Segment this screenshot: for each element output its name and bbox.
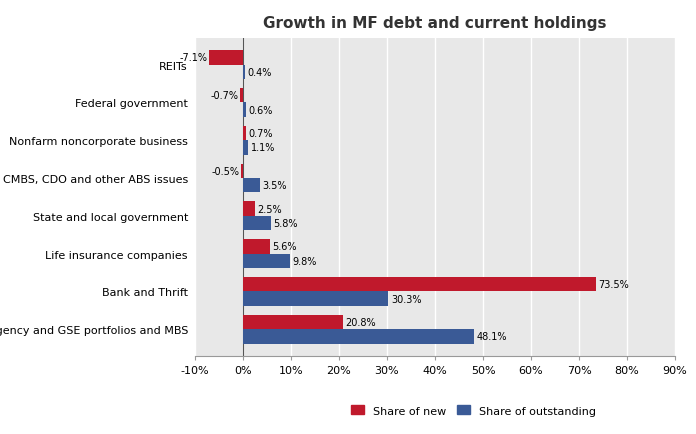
Bar [209,51,243,66]
Bar [243,103,246,118]
Bar [243,66,245,80]
Text: -0.7%: -0.7% [210,91,238,101]
Text: 2.5%: 2.5% [258,204,282,214]
Bar [243,179,260,193]
Text: 5.8%: 5.8% [273,218,298,228]
Bar [243,277,596,292]
Text: 48.1%: 48.1% [476,332,507,342]
Text: 3.5%: 3.5% [262,181,287,191]
Text: -7.1%: -7.1% [180,53,207,63]
Bar [241,164,243,179]
Bar [239,89,243,103]
Text: -0.5%: -0.5% [211,167,239,177]
Text: 5.6%: 5.6% [272,242,296,252]
Text: 20.8%: 20.8% [345,317,376,327]
Text: 9.8%: 9.8% [292,256,317,266]
Bar [243,329,474,344]
Bar [243,127,246,141]
Text: 0.7%: 0.7% [248,129,273,139]
Title: Growth in MF debt and current holdings: Growth in MF debt and current holdings [263,16,607,31]
Text: 0.6%: 0.6% [248,105,273,115]
Legend: Share of new, Share of outstanding: Share of new, Share of outstanding [346,401,601,420]
Text: 1.1%: 1.1% [251,143,275,153]
Bar [243,254,290,268]
Text: 30.3%: 30.3% [391,294,421,304]
Bar [243,315,343,329]
Bar [243,141,248,155]
Bar [243,292,388,306]
Bar [243,240,270,254]
Bar [243,216,271,230]
Text: 0.4%: 0.4% [247,68,271,78]
Text: 73.5%: 73.5% [599,279,629,289]
Bar [243,202,255,216]
